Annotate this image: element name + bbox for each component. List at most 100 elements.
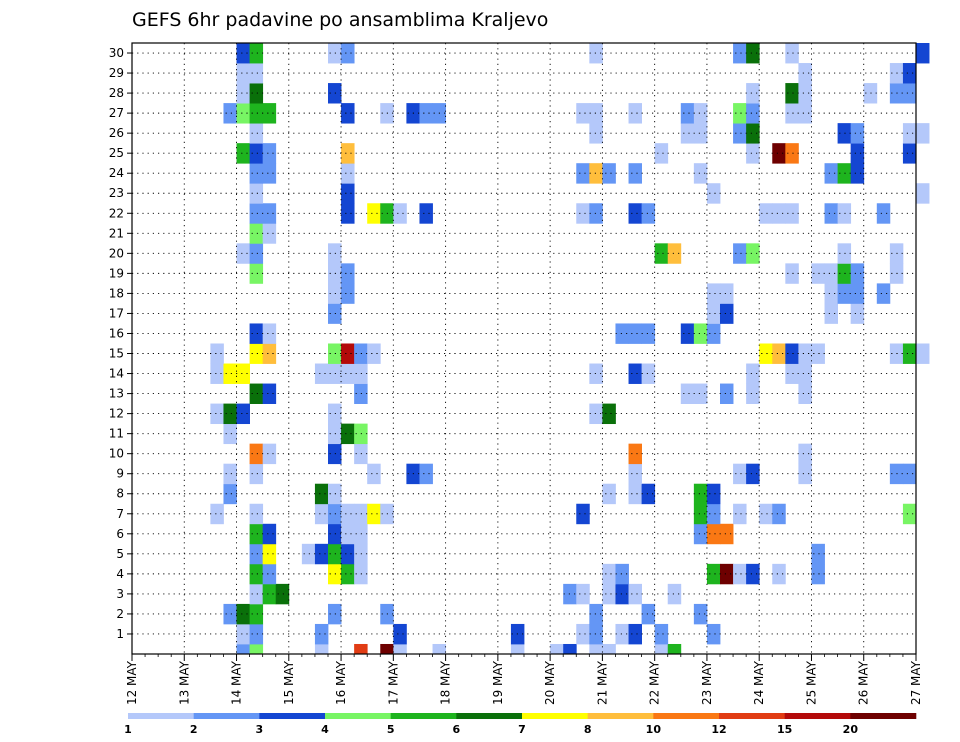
heatmap-cell <box>301 543 316 565</box>
heatmap-cell <box>236 623 250 645</box>
heatmap-cell <box>720 523 734 545</box>
heatmap-cell <box>654 143 669 164</box>
heatmap-cell <box>589 203 603 224</box>
y-tick-label: 10 <box>109 447 124 461</box>
heatmap-cell <box>314 643 329 655</box>
heatmap-cell <box>837 263 852 284</box>
heatmap-cell <box>249 443 264 465</box>
heatmap-cell <box>916 343 930 364</box>
heatmap-cell <box>824 163 838 184</box>
heatmap-cell <box>236 143 250 164</box>
heatmap-cell <box>328 563 342 585</box>
heatmap-cell <box>223 403 237 425</box>
heatmap-cell <box>249 243 264 264</box>
heatmap-cell <box>341 503 355 525</box>
heatmap-cell <box>850 123 865 144</box>
heatmap-cell <box>706 183 721 204</box>
x-tick-label: 17 MAY <box>386 660 400 705</box>
heatmap-cell <box>850 283 865 304</box>
heatmap-cell <box>759 343 773 364</box>
heatmap-cell <box>641 203 656 224</box>
heatmap-cell <box>249 143 264 164</box>
heatmap-cell <box>328 363 342 384</box>
heatmap-cell <box>432 643 446 655</box>
heatmap-cell <box>341 563 355 585</box>
heatmap-cell <box>314 483 329 505</box>
heatmap-cell <box>589 163 603 184</box>
colorbar-label: 15 <box>777 723 792 736</box>
colorbar-swatch <box>390 713 457 719</box>
heatmap-cell <box>210 363 224 384</box>
y-tick-label: 12 <box>109 407 124 421</box>
heatmap-cell <box>328 83 342 104</box>
heatmap-cell <box>746 123 760 144</box>
heatmap-cell <box>341 343 355 364</box>
heatmap-cell <box>811 563 825 585</box>
y-tick-label: 9 <box>116 467 124 481</box>
heatmap-cell <box>628 103 642 124</box>
y-tick-label: 6 <box>116 527 124 541</box>
heatmap-cell <box>785 103 799 124</box>
heatmap-cell <box>393 643 407 655</box>
heatmap-cell <box>576 103 590 124</box>
heatmap-cell <box>902 143 917 164</box>
x-tick-label: 21 MAY <box>595 660 609 705</box>
heatmap-cell <box>706 623 721 645</box>
heatmap-cell <box>811 343 825 364</box>
heatmap-cell <box>641 483 656 505</box>
heatmap-cell <box>341 523 355 545</box>
colorbar-swatch <box>522 713 588 719</box>
heatmap-cell <box>680 383 695 404</box>
heatmap-cell <box>262 443 277 465</box>
heatmap-cell <box>733 463 747 485</box>
heatmap-cell <box>772 503 786 525</box>
y-tick-label: 8 <box>116 487 124 501</box>
heatmap-cell <box>746 83 760 104</box>
colorbar-swatch <box>784 713 851 719</box>
colorbar-swatch <box>259 713 326 719</box>
heatmap-cell <box>654 623 669 645</box>
heatmap-cell <box>262 323 277 344</box>
heatmap-cell <box>693 123 708 144</box>
heatmap-cell <box>314 363 329 384</box>
heatmap-cell <box>693 103 708 124</box>
x-tick-label: 14 MAY <box>230 660 244 705</box>
heatmap-cell <box>785 43 799 64</box>
heatmap-cell <box>824 303 838 324</box>
heatmap-cell <box>249 643 264 655</box>
heatmap-cell <box>602 483 616 505</box>
heatmap-cell <box>314 543 329 565</box>
heatmap-cell <box>746 383 760 404</box>
heatmap-cell <box>249 223 264 244</box>
y-tick-label: 21 <box>109 226 124 240</box>
heatmap-cell <box>628 583 642 605</box>
heatmap-cell <box>785 263 799 284</box>
heatmap-cell <box>419 103 433 124</box>
heatmap-cell <box>589 603 603 625</box>
heatmap-cell <box>249 603 264 625</box>
heatmap-cell <box>916 183 930 204</box>
heatmap-cell <box>328 283 342 304</box>
y-tick-label: 29 <box>109 66 124 80</box>
heatmap-cell <box>589 643 603 655</box>
heatmap-cell <box>262 223 277 244</box>
heatmap-cell <box>589 403 603 425</box>
heatmap-cell <box>876 283 891 304</box>
heatmap-cell <box>589 103 603 124</box>
heatmap-cell <box>680 323 695 344</box>
heatmap-cell <box>249 463 264 485</box>
heatmap-cell <box>367 503 381 525</box>
heatmap-cell <box>902 503 917 525</box>
heatmap-cell <box>785 143 799 164</box>
colorbar-swatch <box>719 713 785 719</box>
heatmap-cell <box>602 643 616 655</box>
heatmap-cell <box>785 83 799 104</box>
colorbar-swatch <box>653 713 720 719</box>
heatmap-cell <box>850 163 865 184</box>
y-axis: 1234567891011121314151617181920212223242… <box>109 46 132 641</box>
heatmap-cell <box>693 603 708 625</box>
y-tick-label: 4 <box>116 567 124 581</box>
heatmap-cell <box>798 343 812 364</box>
y-tick-label: 1 <box>116 627 124 641</box>
heatmap-cell <box>328 483 342 505</box>
